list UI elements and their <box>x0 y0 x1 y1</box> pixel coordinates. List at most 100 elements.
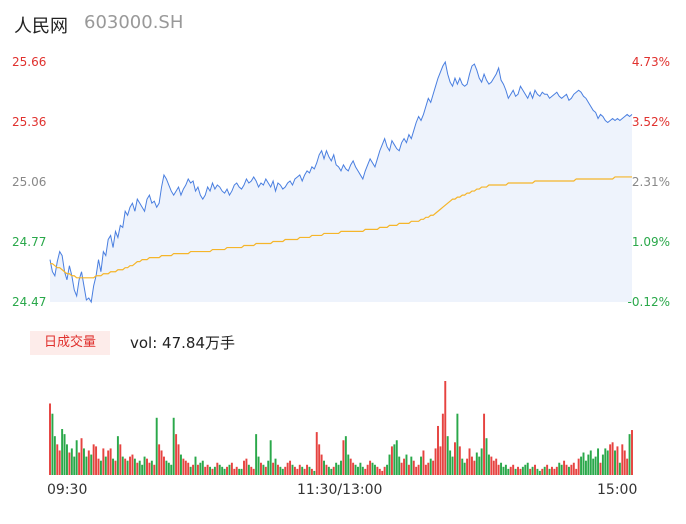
y-left-tick-4: 24.47 <box>12 295 47 309</box>
volume-bar <box>293 466 296 475</box>
volume-bar <box>274 458 277 475</box>
volume-tab[interactable]: 日成交量 <box>30 331 110 355</box>
volume-bar <box>403 458 406 475</box>
volume-bar <box>534 464 536 475</box>
price-line <box>49 60 633 304</box>
volume-bar <box>349 458 352 475</box>
volume-bar <box>439 446 442 475</box>
volume-bar <box>369 460 372 475</box>
average-line <box>50 176 632 279</box>
volume-bar <box>420 456 422 475</box>
volume-bar <box>310 468 313 475</box>
volume-bar <box>461 458 464 475</box>
volume-bar <box>597 448 600 475</box>
volume-bar <box>359 462 362 475</box>
volume-bar <box>541 468 544 475</box>
volume-bar <box>335 462 338 475</box>
volume-bar <box>366 464 369 475</box>
volume-bar <box>543 466 546 475</box>
volume-bar <box>609 444 612 475</box>
volume-bar <box>567 466 570 475</box>
y-right-tick-0: 4.73% <box>631 55 670 69</box>
volume-bar <box>165 460 168 475</box>
volume-bar <box>357 466 359 475</box>
volume-bar <box>575 468 578 475</box>
volume-bar <box>95 446 98 475</box>
volume-bar <box>524 464 527 475</box>
volume-bar <box>500 462 503 475</box>
volume-bar <box>90 454 93 475</box>
volume-bar <box>320 454 323 475</box>
volume-bar <box>594 456 597 475</box>
volume-bar <box>611 442 614 475</box>
volume-bar <box>337 464 340 475</box>
y-left-tick-2: 25.06 <box>12 175 47 189</box>
x-tick-close: 15:00 <box>597 482 638 498</box>
volume-bar <box>252 468 255 475</box>
x-tick-midday: 11:30/13:00 <box>297 482 383 498</box>
volume-bar <box>315 432 318 475</box>
volume-bar <box>143 456 146 475</box>
volume-bar <box>463 462 466 475</box>
volume-bar <box>66 444 68 475</box>
y-right-tick-3: 1.09% <box>631 235 670 249</box>
volume-bar <box>82 448 85 475</box>
volume-bar <box>213 466 216 475</box>
volume-bar <box>623 450 626 475</box>
volume-bar <box>473 460 476 475</box>
volume-bar <box>347 454 350 475</box>
volume-bar <box>451 456 454 475</box>
volume-bar <box>631 430 633 475</box>
volume-bar <box>247 464 250 475</box>
volume-bar <box>187 462 190 475</box>
volume-bar <box>626 458 629 475</box>
volume-bar <box>172 417 175 475</box>
volume-bar <box>104 456 107 475</box>
volume-bar <box>398 456 401 475</box>
volume-bar <box>267 460 270 475</box>
volume-bar <box>85 456 88 475</box>
volume-bar <box>175 434 178 475</box>
volume-bar <box>235 466 238 475</box>
volume-bar <box>223 468 226 475</box>
volume-bar <box>73 456 76 475</box>
volume-bar <box>92 444 95 475</box>
volume-bar <box>468 448 471 475</box>
volume-bar <box>487 454 490 475</box>
volume-bar <box>182 458 185 475</box>
volume-bar <box>153 464 156 475</box>
volume-bar <box>417 464 420 475</box>
volume-bar <box>437 425 439 475</box>
volume-bar <box>405 454 408 475</box>
volume-bar <box>136 462 139 475</box>
y-left-tick-3: 24.77 <box>12 235 47 249</box>
volume-bar <box>383 466 386 475</box>
y-left-tick-1: 25.36 <box>12 115 47 129</box>
volume-bar <box>422 450 425 475</box>
volume-bar <box>250 466 253 475</box>
volume-bar <box>296 468 299 475</box>
volume-bar <box>364 468 367 475</box>
volume-bar <box>58 450 61 475</box>
volume-bar <box>216 462 219 475</box>
volume-bar <box>521 466 524 475</box>
volume-bar <box>509 466 512 475</box>
volume-bar <box>238 468 241 475</box>
volume-bar <box>192 464 195 475</box>
volume-bar <box>354 464 357 475</box>
volume-bar <box>563 460 566 475</box>
y-right-tick-2: 2.31% <box>631 175 670 189</box>
volume-bar <box>211 468 214 475</box>
volume-bar <box>286 462 289 475</box>
volume-bar <box>279 466 282 475</box>
volume-bar <box>441 413 444 475</box>
volume-bar <box>204 466 207 475</box>
volume-bar <box>177 444 180 475</box>
volume-bar <box>80 438 83 475</box>
volume-bar <box>281 468 284 475</box>
volume-bar <box>378 468 381 475</box>
volume-bar <box>604 448 607 475</box>
volume-bar <box>56 444 59 475</box>
volume-bar <box>138 460 141 475</box>
volume-bar <box>388 454 391 475</box>
